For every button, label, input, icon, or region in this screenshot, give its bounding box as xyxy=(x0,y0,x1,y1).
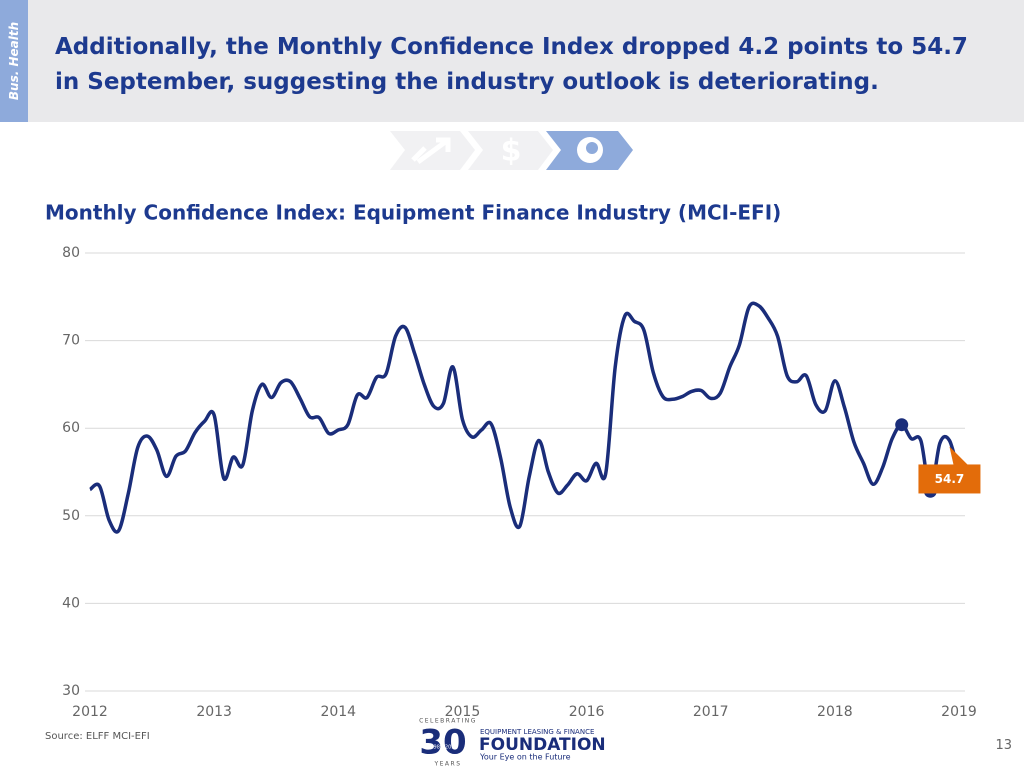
x-tick-label: 2014 xyxy=(320,704,356,720)
header: Bus. Health Additionally, the Monthly Co… xyxy=(0,0,1024,122)
logo-number: 30 xyxy=(419,723,466,763)
x-tick-label: 2015 xyxy=(445,704,481,720)
x-tick-label: 2016 xyxy=(569,704,605,720)
nav-step xyxy=(468,131,553,170)
x-tick-label: 2012 xyxy=(72,704,108,720)
nav-icon xyxy=(586,142,598,154)
logo-text: 1989-2019 xyxy=(430,745,457,751)
logo-text: FOUNDATION xyxy=(479,735,606,755)
section-nav: $ xyxy=(390,131,633,170)
data-label: 54.7 xyxy=(935,472,965,486)
logo-text: EQUIPMENT LEASING & FINANCE xyxy=(480,728,594,736)
chart-title: Monthly Confidence Index: Equipment Fina… xyxy=(45,201,781,225)
x-tick-label: 2018 xyxy=(817,704,853,720)
x-tick-label: 2017 xyxy=(693,704,729,720)
y-tick-label: 80 xyxy=(62,245,80,261)
y-tick-label: 30 xyxy=(62,683,80,699)
y-tick-label: 70 xyxy=(62,333,80,349)
logo-text: Your Eye on the Future xyxy=(479,753,571,762)
y-tick-label: 60 xyxy=(62,420,80,436)
y-tick-label: 50 xyxy=(62,508,80,524)
x-tick-label: 2013 xyxy=(196,704,232,720)
source-note: Source: ELFF MCI-EFI xyxy=(45,731,150,742)
page-number: 13 xyxy=(995,738,1012,753)
label-pointer xyxy=(949,446,968,465)
side-tab: Bus. Health xyxy=(0,0,28,122)
logo-text: YEARS xyxy=(433,761,461,768)
logo: CELEBRATING 30 YEARS 1989-2019 EQUIPMENT… xyxy=(419,718,606,768)
data-line xyxy=(88,301,961,534)
nav-icon: $ xyxy=(501,134,522,169)
logo-text: CELEBRATING xyxy=(419,718,477,725)
data-point xyxy=(895,418,909,432)
y-tick-label: 40 xyxy=(62,595,80,611)
nav-icon xyxy=(411,137,451,165)
label-box xyxy=(918,464,981,494)
slide-title: Additionally, the Monthly Confidence Ind… xyxy=(55,34,968,95)
x-tick-label: 2019 xyxy=(941,704,977,720)
